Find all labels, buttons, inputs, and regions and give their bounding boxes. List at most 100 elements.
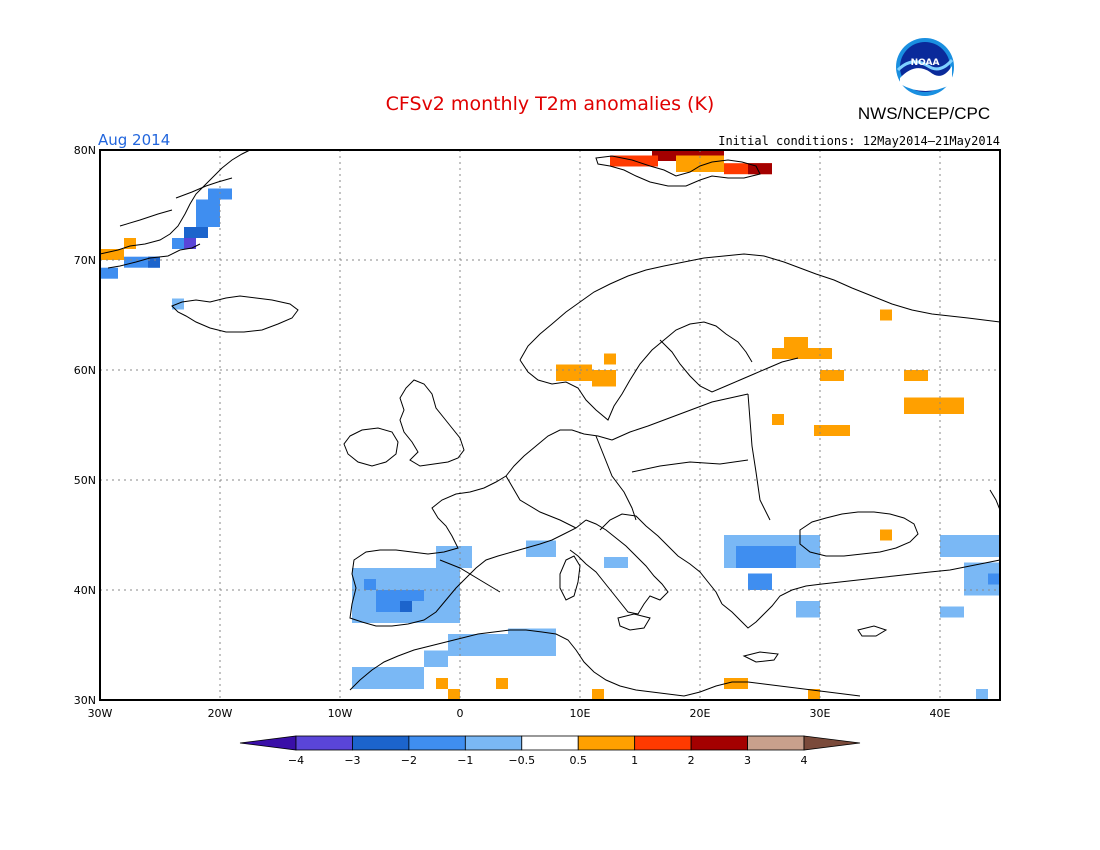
ireland-coast: [343, 427, 399, 467]
continent-coast: [349, 429, 613, 627]
longitude-label: 30E: [810, 707, 831, 720]
month-label: Aug 2014: [98, 131, 170, 149]
anomaly-cell: [496, 678, 508, 689]
sicily: [617, 613, 651, 631]
anomaly-cell: [364, 579, 376, 590]
latitude-label: 60N: [74, 364, 96, 377]
longitude-label: 40E: [930, 707, 951, 720]
latitude-label: 30N: [74, 694, 96, 707]
anomaly-cell: [772, 348, 832, 359]
anomaly-cell: [940, 535, 1000, 557]
legend-label: 1: [631, 754, 638, 767]
noaa-logo-text: NOAA: [911, 58, 940, 68]
balkans-coast: [721, 559, 1001, 629]
legend-label: −1: [457, 754, 473, 767]
anomaly-cell: [808, 689, 820, 700]
anomaly-cell: [556, 364, 592, 381]
iceland-coast: [171, 295, 299, 333]
anomaly-cell: [184, 227, 208, 238]
crete: [742, 651, 779, 663]
longitude-label: 30W: [88, 707, 113, 720]
latitude-label: 70N: [74, 254, 96, 267]
anomaly-cell: [124, 256, 160, 268]
legend-swatch: [634, 735, 692, 751]
legend-label: 4: [801, 754, 808, 767]
longitude-label: 20E: [690, 707, 711, 720]
anomaly-cell: [904, 370, 928, 381]
anomaly-cell: [976, 689, 988, 700]
africa-coast: [349, 629, 861, 697]
anomaly-cell: [100, 267, 118, 279]
anomaly-cell: [748, 163, 772, 175]
italy-coast: [569, 519, 669, 615]
anomaly-cell: [748, 573, 772, 590]
anomaly-cell: [424, 650, 448, 667]
latitude-labels: 80N 70N 60N 50N 40N 30N: [74, 144, 96, 707]
anomaly-cell: [448, 689, 460, 700]
anomaly-cell: [724, 678, 748, 689]
anomaly-cell: [592, 370, 616, 387]
anomaly-cell: [820, 370, 844, 381]
noaa-logo: NOAA: [896, 38, 954, 96]
britain-coast: [399, 379, 465, 467]
anomaly-cell: [184, 238, 196, 249]
anomaly-cell: [814, 425, 850, 436]
anomaly-cell: [940, 606, 964, 618]
anomaly-cell: [124, 238, 136, 249]
legend-label: 2: [688, 754, 695, 767]
black-sea-coast: [799, 511, 919, 557]
initial-conditions-label: Initial conditions: 12May2014–21May2014: [718, 134, 1000, 148]
legend-label: −3: [344, 754, 360, 767]
anomaly-cell: [412, 590, 424, 601]
legend-label: −0.5: [508, 754, 535, 767]
legend-swatch: [577, 735, 636, 751]
legend-swatch: [747, 735, 805, 751]
latitude-label: 40N: [74, 584, 96, 597]
legend-swatch: [521, 735, 579, 751]
anomaly-cell: [880, 309, 892, 321]
anomaly-cell: [100, 249, 124, 260]
figure-title: CFSv2 monthly T2m anomalies (K): [386, 93, 715, 115]
anomaly-cell: [148, 256, 160, 268]
legend-swatch: [464, 735, 523, 751]
longitude-label: 10E: [570, 707, 591, 720]
anomaly-cell: [400, 601, 412, 612]
caspian-coast: [989, 489, 1001, 511]
anomaly-cell: [526, 540, 556, 557]
map-frame: [99, 149, 1001, 701]
legend-swatch: [352, 735, 410, 751]
anomaly-cell: [784, 337, 808, 348]
anomaly-cell: [796, 601, 820, 618]
legend-swatch: [408, 735, 466, 751]
map-panel: [99, 149, 1001, 701]
cyprus: [857, 625, 888, 637]
color-legend: −4 −3 −2 −1 −0.5 0.5 1 2 3 4: [239, 735, 861, 767]
anomaly-cell: [592, 689, 604, 700]
greenland-coast: [99, 149, 251, 255]
coastlines: [99, 149, 1001, 697]
anomaly-cell: [196, 199, 220, 227]
latitude-label: 80N: [74, 144, 96, 157]
longitude-labels: 30W 20W 10W 0 10E 20E 30E 40E: [88, 707, 951, 720]
anomaly-cell: [736, 546, 796, 568]
anomaly-cell: [436, 678, 448, 689]
legend-label: 0.5: [569, 754, 587, 767]
anomaly-cell: [940, 403, 964, 414]
legend-label: −2: [401, 754, 417, 767]
org-label: NWS/NCEP/CPC: [858, 104, 990, 123]
longitude-label: 20W: [208, 707, 233, 720]
anomaly-cell: [988, 573, 1000, 585]
scandinavia-coast: [519, 253, 1001, 361]
anomaly-cell: [352, 667, 424, 689]
latitude-label: 50N: [74, 474, 96, 487]
anomaly-cell: [772, 414, 784, 425]
longitude-label: 10W: [328, 707, 353, 720]
legend-arrow-high: [803, 735, 861, 751]
legend-label: −4: [288, 754, 304, 767]
legend-arrow-low: [239, 735, 297, 751]
anomaly-cell: [604, 353, 616, 365]
legend-swatch: [690, 735, 748, 751]
svalbard-coast: [595, 155, 761, 187]
map-background: [100, 150, 1000, 700]
longitude-label: 0: [457, 707, 464, 720]
